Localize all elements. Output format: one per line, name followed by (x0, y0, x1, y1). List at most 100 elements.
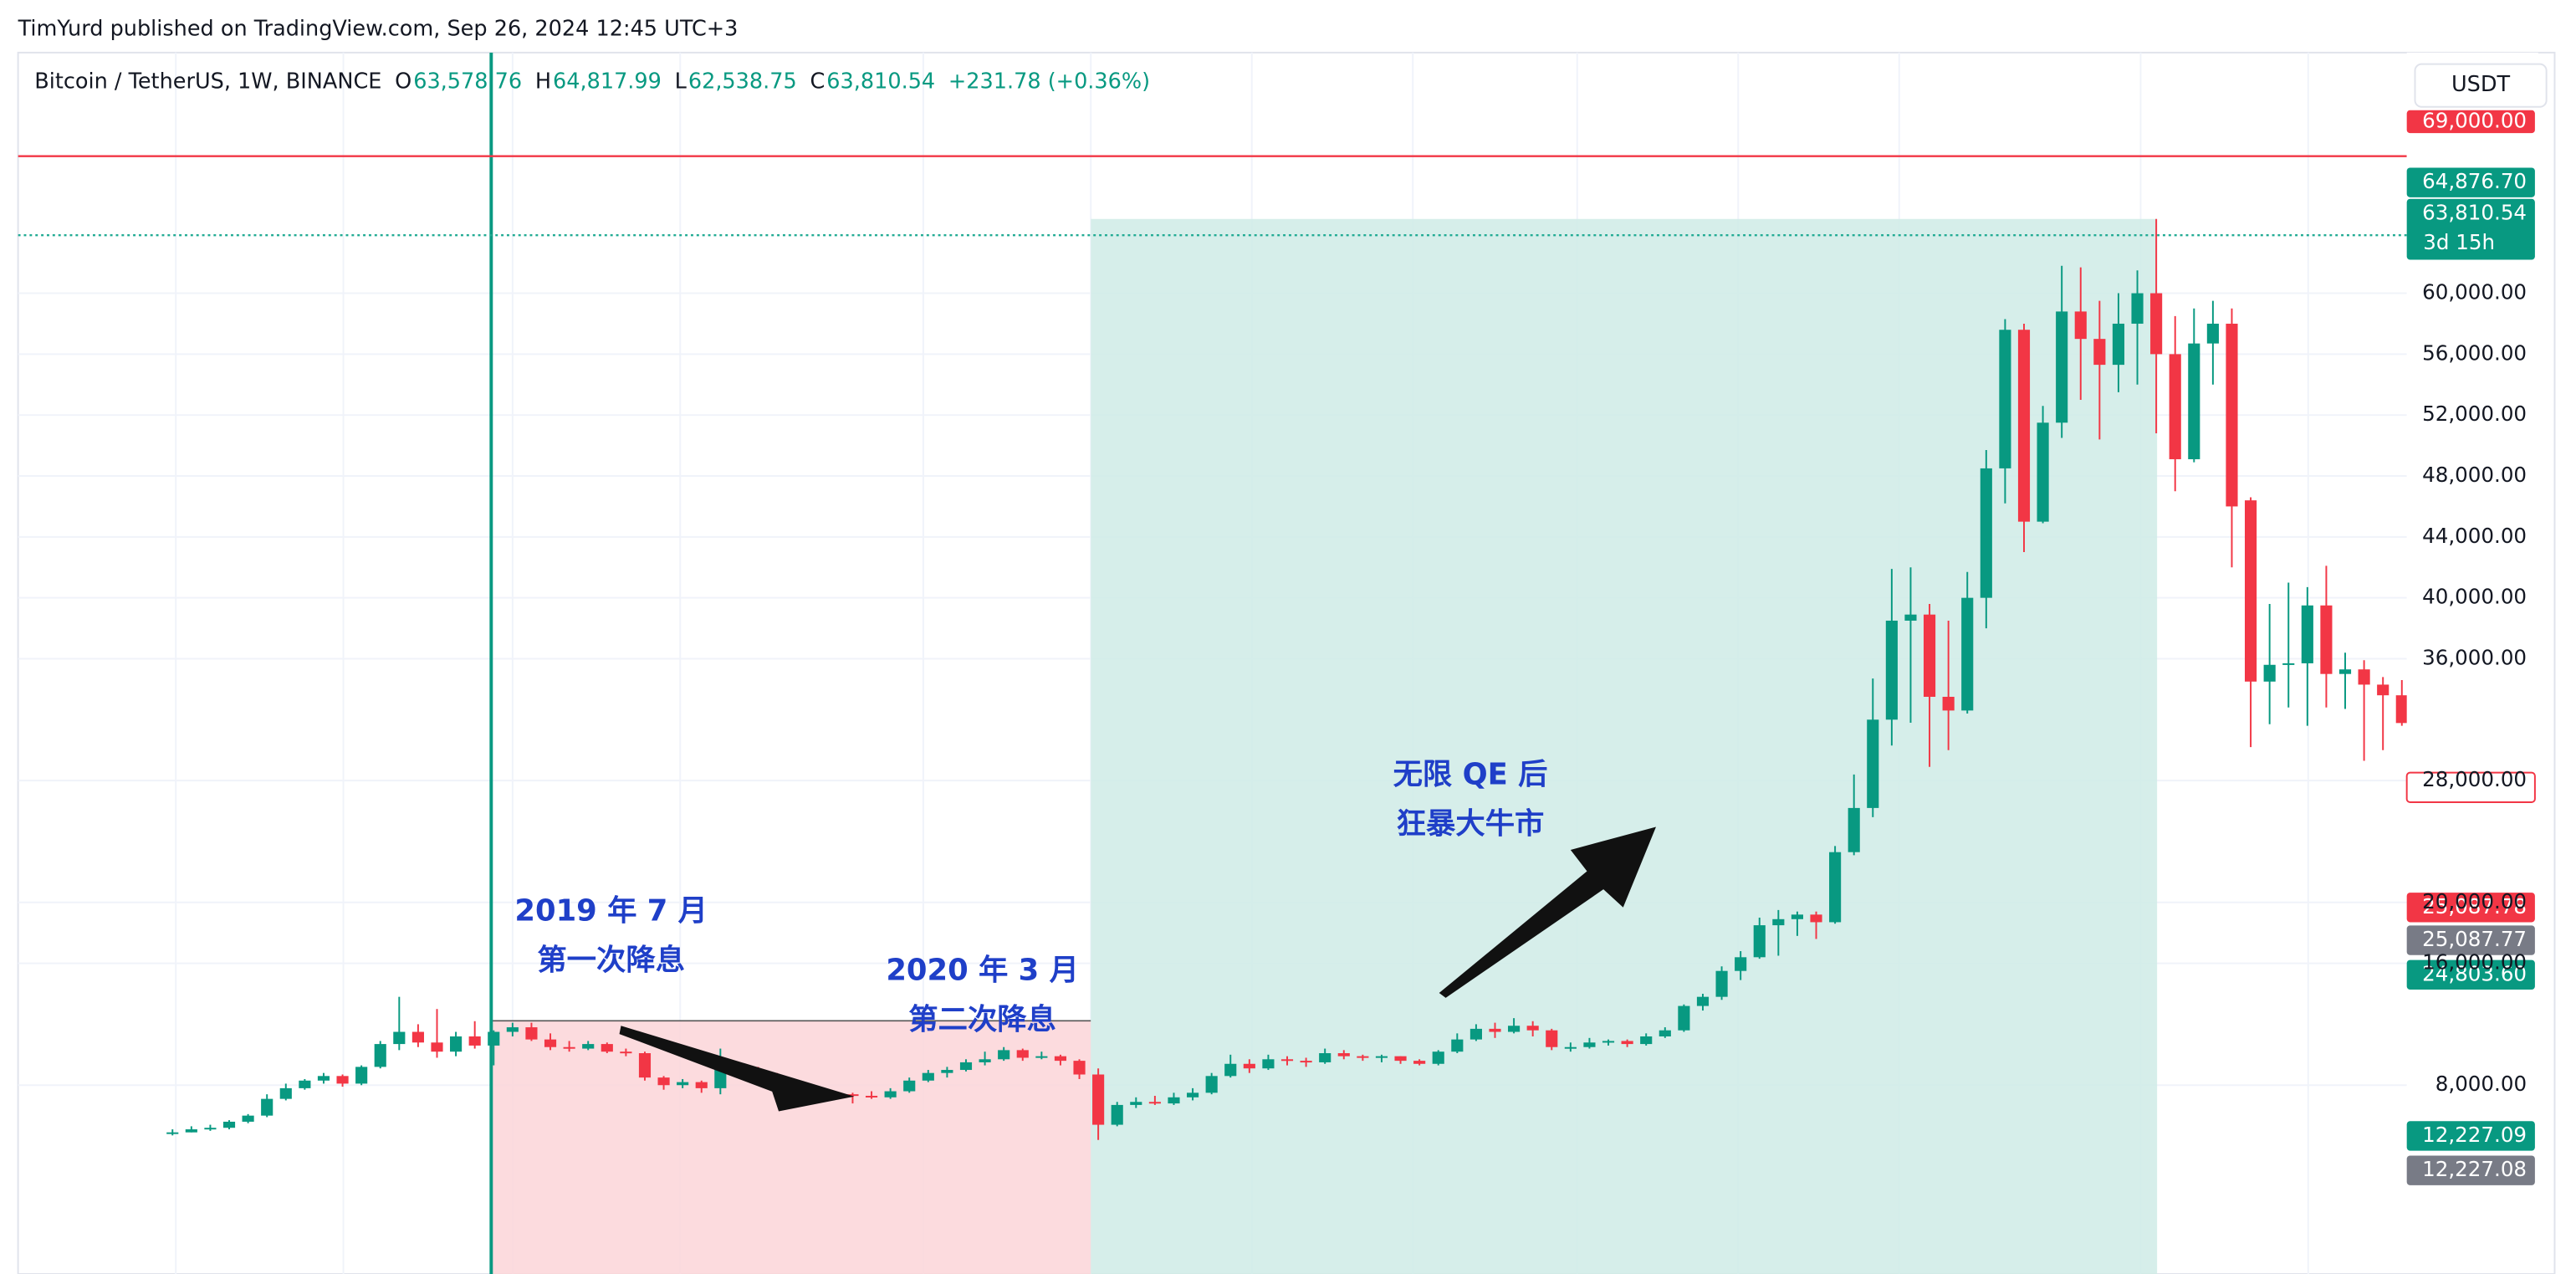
candle-body (2037, 422, 2049, 522)
candle-body (1848, 807, 1860, 852)
zone (491, 1021, 1091, 1274)
candle-body (1735, 957, 1747, 971)
price-label: 69,000.00 (2422, 108, 2527, 132)
candle-body (1262, 1059, 1275, 1069)
candle-body (1111, 1104, 1123, 1125)
legend-text: 64,817.99 (553, 69, 662, 94)
candle-body (1054, 1056, 1067, 1062)
legend-text: +231.78 (+0.36%) (948, 69, 1150, 94)
candle-body (959, 1062, 973, 1071)
candle-body (1961, 597, 1974, 711)
candle-body (2017, 330, 2031, 522)
candle-body (1904, 614, 1917, 621)
candle-body (582, 1044, 595, 1049)
candle-body (374, 1044, 386, 1067)
candle-body (1508, 1026, 1521, 1032)
candle-body (979, 1059, 991, 1062)
candle-body (865, 1095, 878, 1097)
candle-body (299, 1080, 311, 1088)
candle-body (2206, 323, 2219, 344)
y-tick-label: 16,000.00 (2422, 950, 2527, 975)
candle-body (450, 1036, 463, 1052)
candle-body (657, 1077, 670, 1086)
candle-body (204, 1128, 217, 1130)
candle-body (2245, 500, 2257, 682)
candle-body (1432, 1051, 1444, 1064)
candle-body (336, 1076, 349, 1084)
candle-body (525, 1027, 538, 1040)
countdown: 3d 15h (2423, 230, 2495, 254)
currency-button-label[interactable]: USDT (2451, 72, 2511, 97)
candle-body (1715, 970, 1728, 997)
candle-body (2226, 323, 2238, 507)
candle-body (1659, 1030, 1671, 1036)
currency-button[interactable] (2414, 63, 2548, 108)
candle-body (1583, 1042, 1596, 1047)
candle-body (279, 1087, 292, 1099)
legend-text: Bitcoin / TetherUS, 1W, BINANCE (34, 69, 381, 94)
candle-body (601, 1044, 613, 1052)
candle-body (166, 1132, 179, 1134)
candle-body (922, 1072, 934, 1081)
annotation: 2020 年 3 月 (886, 953, 1079, 987)
candle-body (563, 1046, 575, 1049)
candle-body (393, 1031, 406, 1045)
candle-body (846, 1094, 859, 1097)
candle-body (1810, 914, 1822, 923)
candle-body (488, 1031, 500, 1046)
annotation: 第一次降息 (537, 944, 685, 978)
candle-body (2169, 354, 2181, 459)
candle-body (1885, 620, 1898, 720)
candle-body (2263, 664, 2276, 682)
candle-body (1621, 1041, 1633, 1045)
price-label-box (2406, 893, 2535, 923)
y-tick-label: 40,000.00 (2422, 585, 2527, 609)
candle-body (1394, 1056, 1407, 1062)
candle-body (620, 1051, 632, 1054)
candle-body (2188, 343, 2200, 459)
price-label: 25,087.77 (2422, 927, 2527, 951)
candle-body (1923, 614, 1936, 697)
candle-body (355, 1067, 368, 1084)
candle-body (1073, 1061, 1086, 1075)
candle-body (2377, 684, 2389, 696)
legend-text: 63,810.54 (826, 69, 935, 94)
candle-body (1205, 1076, 1218, 1093)
candle-body (2093, 339, 2106, 366)
annotation: 第二次降息 (908, 1002, 1056, 1036)
candle-body (1564, 1046, 1577, 1049)
price-label-box (2406, 1121, 2535, 1151)
candle-body (1168, 1097, 1180, 1104)
candle-body (1867, 719, 1879, 808)
arrow (619, 1026, 855, 1112)
candle-body (1791, 914, 1803, 919)
candle-body (941, 1070, 953, 1073)
candle-body (1280, 1059, 1294, 1062)
candle-body (468, 1036, 481, 1046)
candle-body (2320, 605, 2333, 674)
candle-body (2282, 663, 2295, 665)
annotation: 狂暴大牛市 (1397, 807, 1545, 842)
candle-body (431, 1042, 443, 1052)
price-label-box (2406, 1155, 2535, 1185)
legend-text: L (675, 69, 687, 94)
candle-body (1357, 1056, 1369, 1058)
y-tick-label: 8,000.00 (2435, 1072, 2527, 1096)
candle-body (1016, 1050, 1029, 1058)
candle-body (2358, 669, 2370, 685)
legend-text: H (535, 69, 551, 94)
candle-body (317, 1076, 330, 1081)
price-label: 12,227.08 (2422, 1157, 2527, 1181)
candle-body (2150, 293, 2163, 355)
legend-text: C (810, 69, 825, 94)
price-label: 64,876.70 (2422, 169, 2527, 193)
candle-body (222, 1121, 236, 1128)
price-label: 63,810.54 (2422, 200, 2527, 224)
candle-body (1469, 1028, 1482, 1040)
candle-body (1829, 852, 1842, 923)
candle-body (903, 1080, 916, 1092)
candle-body (638, 1053, 652, 1078)
candle-body (1319, 1053, 1331, 1062)
candle-body (1148, 1102, 1161, 1104)
